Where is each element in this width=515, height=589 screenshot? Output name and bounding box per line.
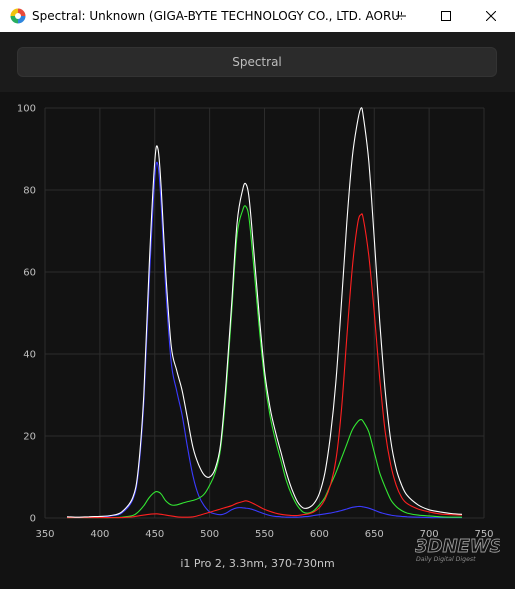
minimize-icon xyxy=(396,15,406,17)
y-tick-label: 80 xyxy=(23,186,36,197)
minimize-button[interactable] xyxy=(378,0,424,32)
plot-background xyxy=(0,92,515,589)
x-tick-label: 350 xyxy=(35,529,54,540)
close-icon xyxy=(486,11,496,21)
series-line-total xyxy=(66,107,463,518)
x-tick-label: 600 xyxy=(310,529,329,540)
window-title: Spectral: Unknown (GIGA-BYTE TECHNOLOGY … xyxy=(32,9,402,23)
spectral-chart: 0 20 40 60 80 100 350 400 450 500 550 600 650 700 750 xyxy=(0,92,515,589)
x-tick-label: 650 xyxy=(365,529,384,540)
y-tick-label: 60 xyxy=(23,268,36,279)
y-tick-label: 100 xyxy=(17,104,36,115)
tab-spectral-label: Spectral xyxy=(232,55,282,69)
series-line-red xyxy=(66,213,463,519)
title-bar: Spectral: Unknown (GIGA-BYTE TECHNOLOGY … xyxy=(0,0,515,32)
x-tick-label: 750 xyxy=(474,529,493,540)
x-tick-label: 500 xyxy=(200,529,219,540)
y-tick-label: 40 xyxy=(23,350,36,361)
maximize-icon xyxy=(441,11,451,21)
y-tick-label: 20 xyxy=(23,432,36,443)
close-button[interactable] xyxy=(468,0,514,32)
watermark-brand: 3DNEWS xyxy=(415,536,500,557)
spectral-chart-svg: 0 20 40 60 80 100 350 400 450 500 550 600 650 700 750 xyxy=(0,92,515,589)
maximize-button[interactable] xyxy=(423,0,469,32)
tab-spectral[interactable]: Spectral xyxy=(17,47,497,77)
watermark-tagline: Daily Digital Digest xyxy=(416,555,476,563)
x-tick-label: 550 xyxy=(255,529,274,540)
y-tick-label: 0 xyxy=(30,514,36,525)
watermark-logo: 3DNEWS Daily Digital Digest xyxy=(415,536,500,563)
chart-caption: i1 Pro 2, 3.3nm, 370-730nm xyxy=(180,557,335,570)
x-tick-label: 700 xyxy=(420,529,439,540)
x-tick-label: 400 xyxy=(90,529,109,540)
series-line-green xyxy=(66,205,462,519)
x-tick-label: 450 xyxy=(145,529,164,540)
series-line-blue xyxy=(66,161,462,519)
app-logo-icon xyxy=(10,8,26,24)
